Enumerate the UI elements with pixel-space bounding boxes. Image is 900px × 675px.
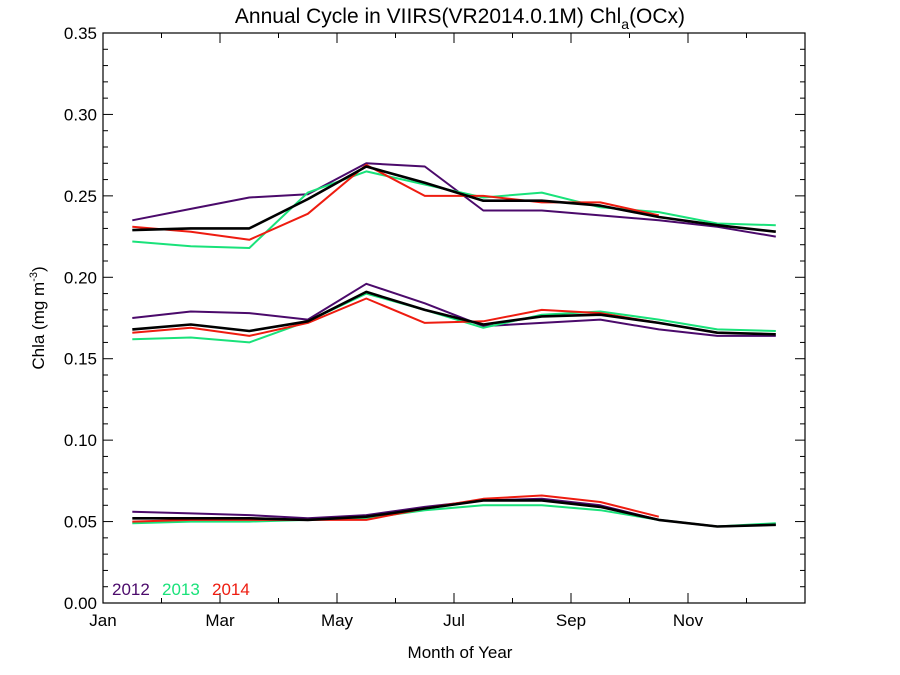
y-axis-label: Chla (mg m-3): [28, 266, 48, 369]
x-tick-label: Nov: [673, 611, 704, 630]
series-line-middle-mean: [132, 290, 776, 336]
y-tick-label: 0.35: [64, 24, 97, 43]
y-axis-label-prefix: Chla (mg m: [29, 282, 48, 370]
x-tick-label: May: [321, 611, 354, 630]
series-layer: [132, 162, 776, 528]
series-line-middle-2012: [132, 282, 776, 337]
y-tick-label: 0.10: [64, 431, 97, 450]
y-tick-label: 0.05: [64, 513, 97, 532]
x-tick-label: Sep: [556, 611, 586, 630]
series-line-upper-2012: [132, 162, 776, 238]
x-tick-label: Mar: [205, 611, 235, 630]
x-tick-label: Jan: [89, 611, 116, 630]
y-axis-label-superscript: -3: [28, 272, 40, 282]
legend: 2012 2013 2014: [112, 580, 250, 599]
y-tick-label: 0.00: [64, 594, 97, 613]
series-line-lower-mean: [132, 499, 776, 528]
chart-title-suffix: (OCx): [629, 5, 685, 28]
series-line-upper-mean: [132, 165, 776, 233]
chart-title: Annual Cycle in VIIRS(VR2014.0.1M) Chla(…: [235, 5, 685, 32]
legend-entry: 2012: [112, 580, 150, 599]
series-line-lower-2014: [132, 494, 660, 523]
chart-title-prefix: Annual Cycle in VIIRS(VR2014.0.1M) Chl: [235, 5, 621, 28]
y-axis: 0.00 0.05 0.10 0.15 0.20 0.25 0.30 0.35: [64, 24, 805, 613]
y-tick-label: 0.15: [64, 350, 97, 369]
y-tick-label: 0.20: [64, 268, 97, 287]
x-tick-label: Jul: [443, 611, 465, 630]
legend-entry: 2014: [212, 580, 250, 599]
series-line-middle-2013: [132, 292, 776, 344]
y-tick-label: 0.25: [64, 187, 97, 206]
chart-title-subscript: a: [621, 16, 629, 32]
x-axis: Jan Mar May Jul Sep Nov: [89, 33, 806, 630]
y-tick-label: 0.30: [64, 105, 97, 124]
legend-entry: 2013: [162, 580, 200, 599]
x-axis-label: Month of Year: [408, 643, 513, 662]
series-line-middle-2014: [132, 297, 659, 337]
y-axis-label-suffix: ): [29, 266, 48, 272]
